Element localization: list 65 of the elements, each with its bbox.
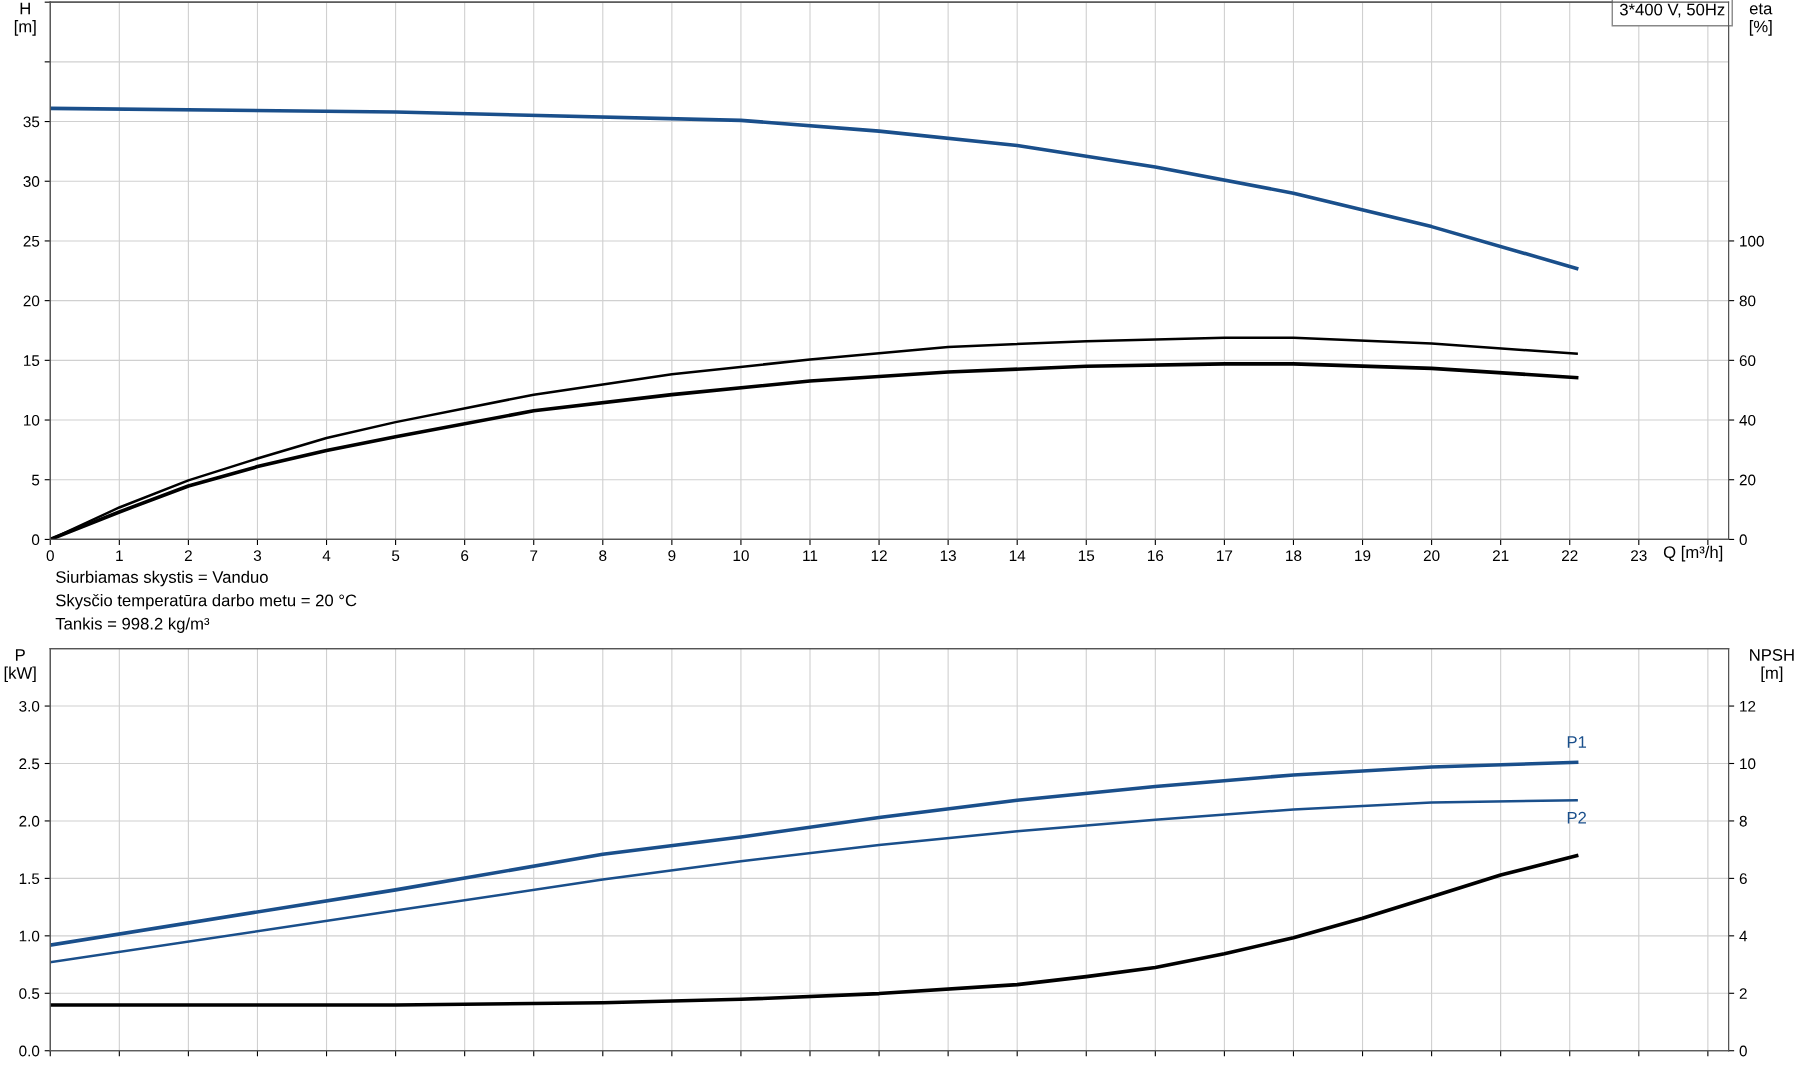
- y2-tick-label: 2: [1739, 988, 1747, 999]
- x-tick-label: 7: [530, 550, 538, 561]
- series-label: P1: [1567, 736, 1587, 748]
- y-tick-label: 35: [23, 116, 40, 128]
- y-tick-label: 30: [23, 176, 40, 187]
- y2-tick-label: 100: [1740, 235, 1764, 247]
- y2-tick-label: 40: [1739, 414, 1756, 426]
- y2-tick-label: 20: [1739, 474, 1756, 486]
- y2-tick-label: 10: [1740, 758, 1756, 770]
- y-tick-label: 1.0: [19, 930, 40, 942]
- y-tick-label: 25: [23, 235, 40, 247]
- y2-tick-label: 60: [1739, 355, 1756, 367]
- y2-tick-label: 12: [1740, 700, 1756, 712]
- y-tick-label: 0.5: [19, 988, 40, 999]
- y-tick-label: 3.0: [19, 700, 40, 712]
- x-tick-label: 2: [184, 550, 192, 561]
- x-tick-label: 22: [1562, 550, 1578, 561]
- y2-tick-label: 4: [1739, 930, 1748, 942]
- y2-axis-title: NPSH [m]: [1750, 649, 1794, 683]
- y2-tick-label: 0: [1739, 1045, 1747, 1057]
- x-tick-label: 3: [253, 550, 262, 562]
- x-tick-label: 10: [733, 550, 749, 562]
- text: Skysčio temperatūra darbo metu = 20 °C: [56, 594, 357, 610]
- x-tick-label: 1: [116, 550, 123, 561]
- line-series: [50, 853, 1579, 1007]
- x-tick-label: 14: [1009, 550, 1026, 561]
- x-tick-label: 8: [599, 550, 607, 562]
- x-tick-label: 20: [1423, 550, 1440, 562]
- annotation: 3*400 V, 50Hz: [1619, 3, 1725, 18]
- x-tick-label: 9: [668, 550, 676, 562]
- y2-tick-label: 8: [1739, 815, 1747, 827]
- y-tick-label: 0: [31, 534, 40, 546]
- y-axis-title: H [m]: [14, 2, 36, 36]
- x-tick-label: 16: [1148, 550, 1164, 562]
- x-tick-label: 18: [1286, 550, 1302, 562]
- x-tick-label: 11: [803, 550, 818, 561]
- y-tick-label: 2.5: [19, 758, 40, 770]
- x-axis-title: Q [m³/h]: [1663, 545, 1723, 562]
- text: Siurbiamas skystis = Vanduo: [56, 570, 268, 587]
- y-tick-label: 0.0: [19, 1045, 40, 1057]
- y-tick-label: 2.0: [19, 815, 40, 827]
- y2-tick-label: 6: [1739, 873, 1747, 885]
- y-tick-label: 10: [24, 414, 40, 426]
- x-tick-label: 23: [1631, 550, 1647, 562]
- y-axis-title: P [kW]: [4, 649, 36, 683]
- x-tick-label: 6: [461, 550, 469, 562]
- x-tick-label: 17: [1217, 550, 1233, 561]
- y-tick-label: 1.5: [19, 873, 40, 885]
- y-tick-label: 20: [23, 295, 40, 307]
- text: Tankis = 998.2 kg/m³: [55, 617, 210, 633]
- series-label: P2: [1567, 811, 1586, 824]
- y2-tick-label: 80: [1739, 295, 1756, 307]
- x-tick-label: 12: [871, 550, 887, 561]
- line-series: [50, 106, 1579, 271]
- x-tick-label: 0: [46, 550, 54, 562]
- x-tick-label: 19: [1355, 550, 1371, 562]
- x-tick-label: 15: [1078, 550, 1095, 562]
- y2-axis-title: eta [%]: [1749, 3, 1773, 36]
- y2-tick-label: 0: [1739, 534, 1747, 546]
- x-tick-label: 4: [322, 550, 331, 561]
- x-tick-label: 5: [391, 550, 400, 562]
- x-tick-label: 13: [940, 550, 956, 562]
- y-tick-label: 5: [31, 474, 40, 486]
- x-tick-label: 21: [1492, 550, 1509, 561]
- y-tick-label: 15: [24, 355, 40, 367]
